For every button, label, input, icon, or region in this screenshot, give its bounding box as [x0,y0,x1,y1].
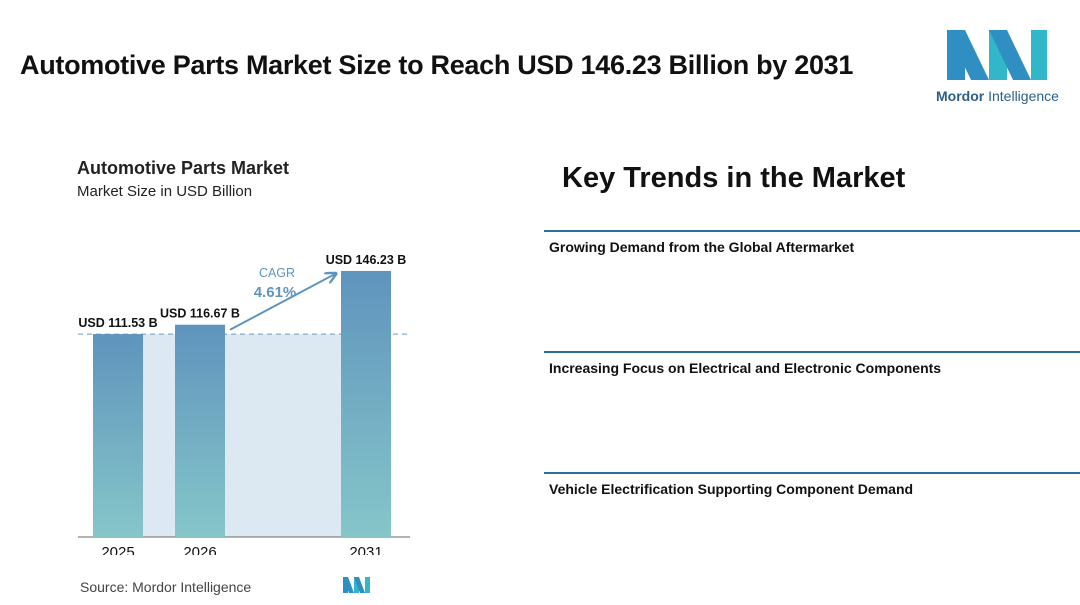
chart-subtitle: Market Size in USD Billion [77,183,253,200]
trend-item: Growing Demand from the Global Aftermark… [544,230,1080,255]
logo-wordmark: Mordor Intelligence [936,88,1059,104]
data-label-2031: USD 146.23 B [326,253,407,267]
tick-label-2031: 2031 [349,544,382,555]
trend-label: Increasing Focus on Electrical and Elect… [549,360,942,376]
page-headline: Automotive Parts Market Size to Reach US… [20,50,854,80]
cagr-value: 4.61% [254,284,297,301]
mordor-logo-icon [947,30,1047,80]
source-note: Source: Mordor Intelligence [80,579,252,595]
cagr-label: CAGR [259,266,295,280]
trend-label: Growing Demand from the Global Aftermark… [549,239,855,255]
trend-item: Increasing Focus on Electrical and Elect… [544,351,1080,376]
bar-2026 [175,324,225,537]
bar-chart: USD 111.53 B 2025 USD 116.67 B 2026 USD 146.… [78,253,410,555]
trend-item: Vehicle Electrification Supporting Compo… [544,472,1080,497]
trend-label: Vehicle Electrification Supporting Compo… [549,481,914,497]
data-label-2026: USD 116.67 B [160,307,240,321]
key-trends-title: Key Trends in the Market [562,162,906,194]
bar-2031 [341,270,391,537]
tick-label-2026: 2026 [183,544,216,555]
bar-2025 [93,334,143,537]
data-label-2025: USD 111.53 B [78,316,157,330]
cagr-arrow [229,274,335,331]
tick-label-2025: 2025 [101,544,134,555]
small-logo-icon [343,577,370,593]
chart-title: Automotive Parts Market [77,158,290,178]
